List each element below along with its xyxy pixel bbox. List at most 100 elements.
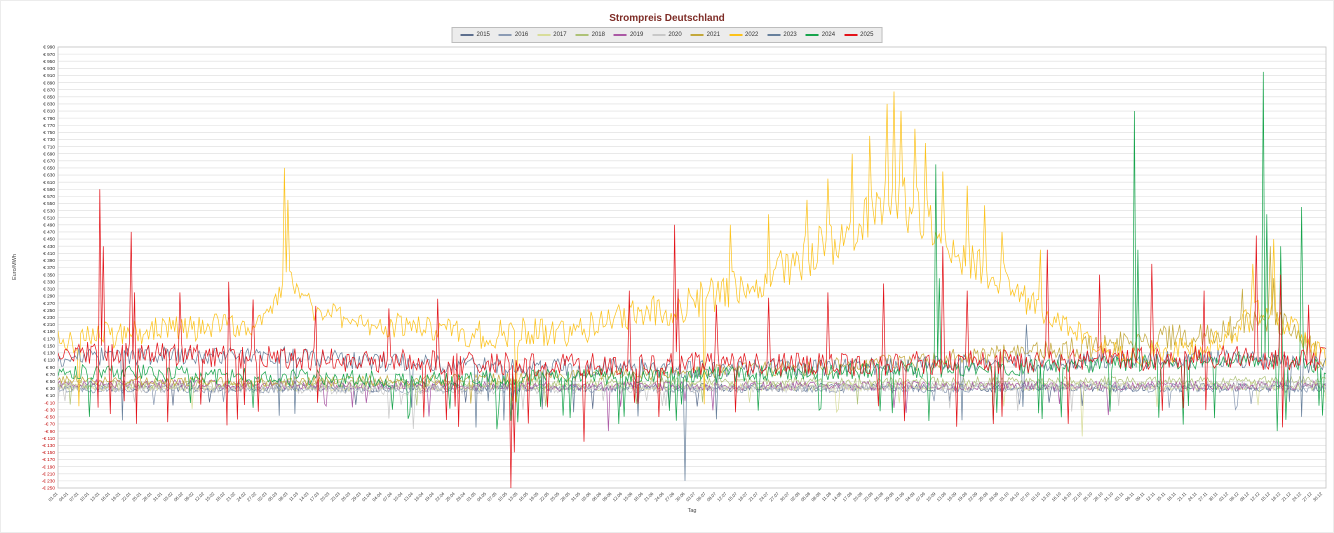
legend-label-2015: 2015 (476, 32, 490, 38)
x-tick-label: 24.07 (758, 491, 770, 503)
legend-item-2021[interactable]: 2021 (690, 32, 720, 38)
y-tick-label: € 730 (43, 137, 55, 142)
y-tick-label: € 110 (44, 358, 56, 363)
x-tick-label: 13.05 (507, 491, 519, 503)
x-tick-label: 08.03 (277, 491, 289, 503)
y-tick-label: € 950 (43, 59, 55, 64)
legend-item-2023[interactable]: 2023 (767, 32, 797, 38)
x-tick-label: 23.03 (330, 491, 342, 503)
x-tick-label: 30.07 (779, 491, 791, 503)
x-tick-label: 10.05 (497, 491, 509, 503)
x-tick-label: 10.04 (392, 491, 404, 503)
legend-item-2024[interactable]: 2024 (805, 32, 836, 38)
legend-item-2015[interactable]: 2015 (460, 32, 490, 38)
x-tick-label: 12.06 (612, 491, 624, 503)
y-tick-label: € 790 (43, 116, 55, 121)
x-tick-label: 09.02 (183, 491, 195, 503)
y-tick-label: -€ 110 (42, 436, 55, 441)
x-tick-label: 12.11 (1145, 491, 1156, 502)
y-tick-label: € 230 (43, 315, 55, 320)
x-tick-label: 17.08 (842, 491, 854, 503)
legend-item-2016[interactable]: 2016 (498, 32, 528, 38)
x-tick-label: 07.01 (68, 491, 80, 503)
series-line-2023[interactable] (58, 324, 1326, 481)
x-tick-label: 12.12 (1249, 491, 1261, 503)
y-tick-label: € 30 (46, 386, 56, 391)
x-tick-label: 15.12 (1260, 491, 1272, 503)
x-tick-label: 21.02 (225, 491, 237, 503)
x-tick-label: 09.11 (1134, 491, 1145, 502)
x-tick-label: 28.01 (141, 491, 153, 503)
x-tick-label: 26.03 (340, 491, 352, 503)
y-tick-label: € 590 (43, 187, 55, 192)
x-tick-label: 27.06 (664, 491, 676, 503)
legend-swatch-2023 (767, 34, 781, 36)
x-tick-label: 01.10 (998, 491, 1010, 503)
x-tick-label: 30.06 (674, 491, 686, 503)
legend-label-2025: 2025 (860, 32, 874, 38)
x-tick-label: 31.05 (570, 491, 582, 503)
y-tick-label: -€ 190 (42, 464, 56, 469)
x-tick-label: 11.08 (821, 491, 832, 502)
x-tick-label: 28.05 (559, 491, 571, 503)
x-tick-label: 16.01 (100, 491, 112, 503)
legend-label-2018: 2018 (591, 32, 605, 38)
legend-item-2019[interactable]: 2019 (613, 32, 644, 38)
y-tick-label: -€ 90 (44, 429, 55, 434)
legend-item-2018[interactable]: 2018 (575, 32, 605, 38)
legend-label-2019: 2019 (629, 32, 644, 38)
series-line-2022[interactable] (58, 91, 1326, 407)
x-tick-label: 15.07 (727, 491, 739, 503)
y-tick-label: € 210 (43, 322, 55, 327)
x-tick-label: 27.12 (1301, 491, 1313, 503)
x-tick-label: 03.06 (580, 491, 592, 503)
legend-label-2024: 2024 (821, 32, 836, 38)
x-tick-label: 04.04 (371, 491, 383, 503)
y-tick-label: € 390 (43, 258, 55, 263)
series-line-2020[interactable] (58, 379, 1326, 430)
x-tick-label: 04.09 (904, 491, 916, 503)
legend-label-2020: 2020 (668, 32, 682, 38)
x-tick-label: 25.01 (131, 491, 143, 503)
y-tick-label: € 970 (43, 52, 55, 57)
x-tick-label: 21.11 (1176, 491, 1187, 502)
x-tick-label: 06.11 (1124, 491, 1135, 502)
legend-swatch-2016 (498, 34, 512, 36)
y-tick-label: € 350 (43, 272, 55, 277)
x-tick-label: 23.08 (863, 491, 875, 503)
legend-item-2017[interactable]: 2017 (537, 32, 567, 38)
y-tick-label: € 470 (43, 230, 55, 235)
y-tick-label: € 890 (43, 80, 55, 85)
legend-swatch-2019 (613, 34, 627, 36)
y-tick-label: € 170 (43, 336, 55, 341)
x-tick-label: 22.01 (121, 491, 133, 503)
legend-item-2020[interactable]: 2020 (652, 32, 682, 38)
x-tick-label: 31.01 (152, 491, 164, 503)
x-tick-label: 19.09 (957, 491, 969, 503)
legend-item-2025[interactable]: 2025 (844, 32, 873, 38)
y-tick-label: € 330 (43, 279, 55, 284)
x-tick-label: 05.03 (267, 491, 279, 503)
y-tick-label: € 450 (43, 237, 55, 242)
x-tick-label: 15.02 (204, 491, 216, 503)
y-tick-label: € 70 (46, 372, 56, 377)
legend-swatch-2021 (690, 34, 704, 36)
x-tick-label: 15.06 (622, 491, 634, 503)
legend-item-2022[interactable]: 2022 (729, 32, 758, 38)
y-tick-label: € 190 (43, 329, 55, 334)
legend-label-2023: 2023 (783, 32, 797, 38)
series-line-2025[interactable] (58, 189, 1326, 488)
y-tick-label: -€ 250 (42, 486, 56, 491)
y-tick-label: € 650 (43, 166, 55, 171)
x-tick-label: 24.11 (1187, 491, 1198, 502)
chart-title: Strompreis Deutschland (609, 13, 725, 24)
x-tick-label: 04.01 (58, 491, 70, 503)
x-tick-label: 05.08 (800, 491, 812, 503)
x-tick-label: 16.09 (946, 491, 958, 503)
y-tick-label: -€ 170 (42, 457, 56, 462)
series-line-2024[interactable] (58, 71, 1326, 432)
x-tick-label: 19.04 (424, 491, 436, 503)
x-tick-label: 07.10 (1019, 491, 1031, 503)
legend-swatch-2015 (460, 34, 474, 36)
x-tick-label: 22.04 (434, 491, 446, 503)
